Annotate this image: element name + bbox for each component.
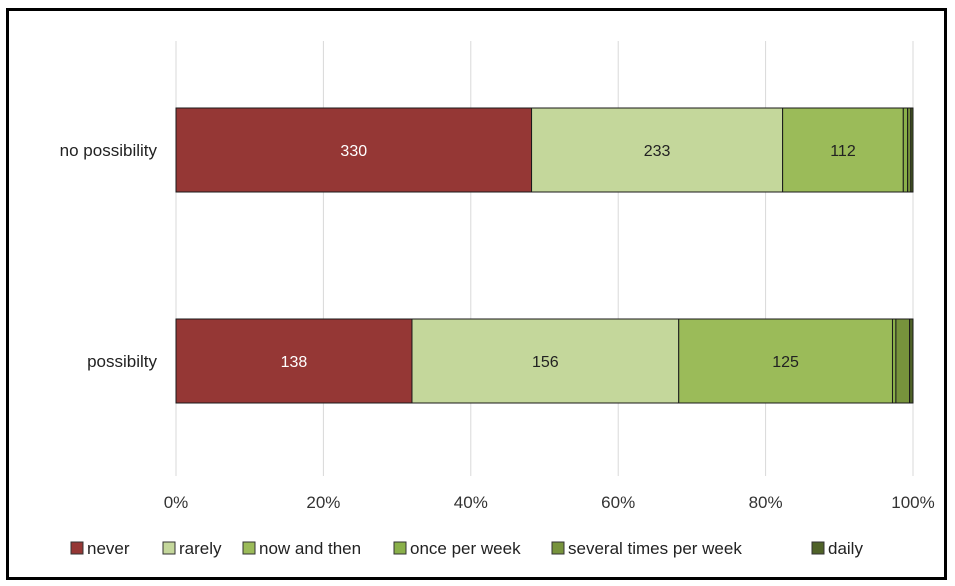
legend-label: daily: [828, 539, 863, 558]
bar-segment: [782, 107, 904, 193]
legend-item: once per week: [393, 539, 521, 558]
legend-swatch: [242, 541, 256, 555]
legend-swatch: [811, 541, 825, 555]
bar-segment: [910, 107, 914, 193]
chart-frame: 330 233 112 138 156 125 no possibility possibi…: [6, 8, 947, 580]
legend-label: several times per week: [568, 539, 742, 558]
data-label: 156: [532, 354, 559, 371]
bar-segment: [895, 318, 911, 404]
gridlines: [175, 41, 914, 476]
bars: [175, 107, 914, 404]
legend-item: rarely: [162, 539, 222, 558]
bar-segment: [411, 318, 680, 404]
data-label: 233: [644, 143, 671, 160]
legend-label: never: [87, 539, 130, 558]
bar-segment: [175, 318, 413, 404]
chart: 330 233 112 138 156 125 no possibility possibi…: [60, 41, 935, 558]
x-tick-label: 20%: [306, 493, 340, 512]
legend-label: now and then: [259, 539, 361, 558]
legend-label: once per week: [410, 539, 521, 558]
legend-swatch: [551, 541, 565, 555]
x-tick-label: 80%: [749, 493, 783, 512]
bar-segment: [678, 318, 893, 404]
bar-segment: [175, 107, 533, 193]
legend-item: never: [70, 539, 130, 558]
legend-swatch: [393, 541, 407, 555]
data-labels: 330 233 112 138 156 125: [281, 143, 856, 371]
data-label: 138: [281, 354, 308, 371]
legend-swatch: [162, 541, 176, 555]
data-label: 330: [340, 143, 367, 160]
category-label: no possibility: [60, 141, 158, 160]
legend: never rarely now and then once per week seve…: [70, 539, 863, 558]
x-tick-label: 40%: [454, 493, 488, 512]
x-tick-label: 100%: [891, 493, 934, 512]
legend-label: rarely: [179, 539, 222, 558]
legend-swatch: [70, 541, 84, 555]
bar-segment: [902, 107, 909, 193]
bar-segment: [891, 318, 897, 404]
category-labels: no possibility possibilty: [60, 141, 158, 371]
category-label: possibilty: [87, 352, 157, 371]
data-label: 112: [830, 143, 856, 160]
data-label: 125: [772, 354, 799, 371]
legend-item: now and then: [242, 539, 361, 558]
x-axis-ticks: 0% 20% 40% 60% 80% 100%: [164, 493, 935, 512]
x-tick-label: 60%: [601, 493, 635, 512]
legend-item: several times per week: [551, 539, 742, 558]
bar-segment: [909, 318, 914, 404]
x-tick-label: 0%: [164, 493, 189, 512]
legend-item: daily: [811, 539, 863, 558]
